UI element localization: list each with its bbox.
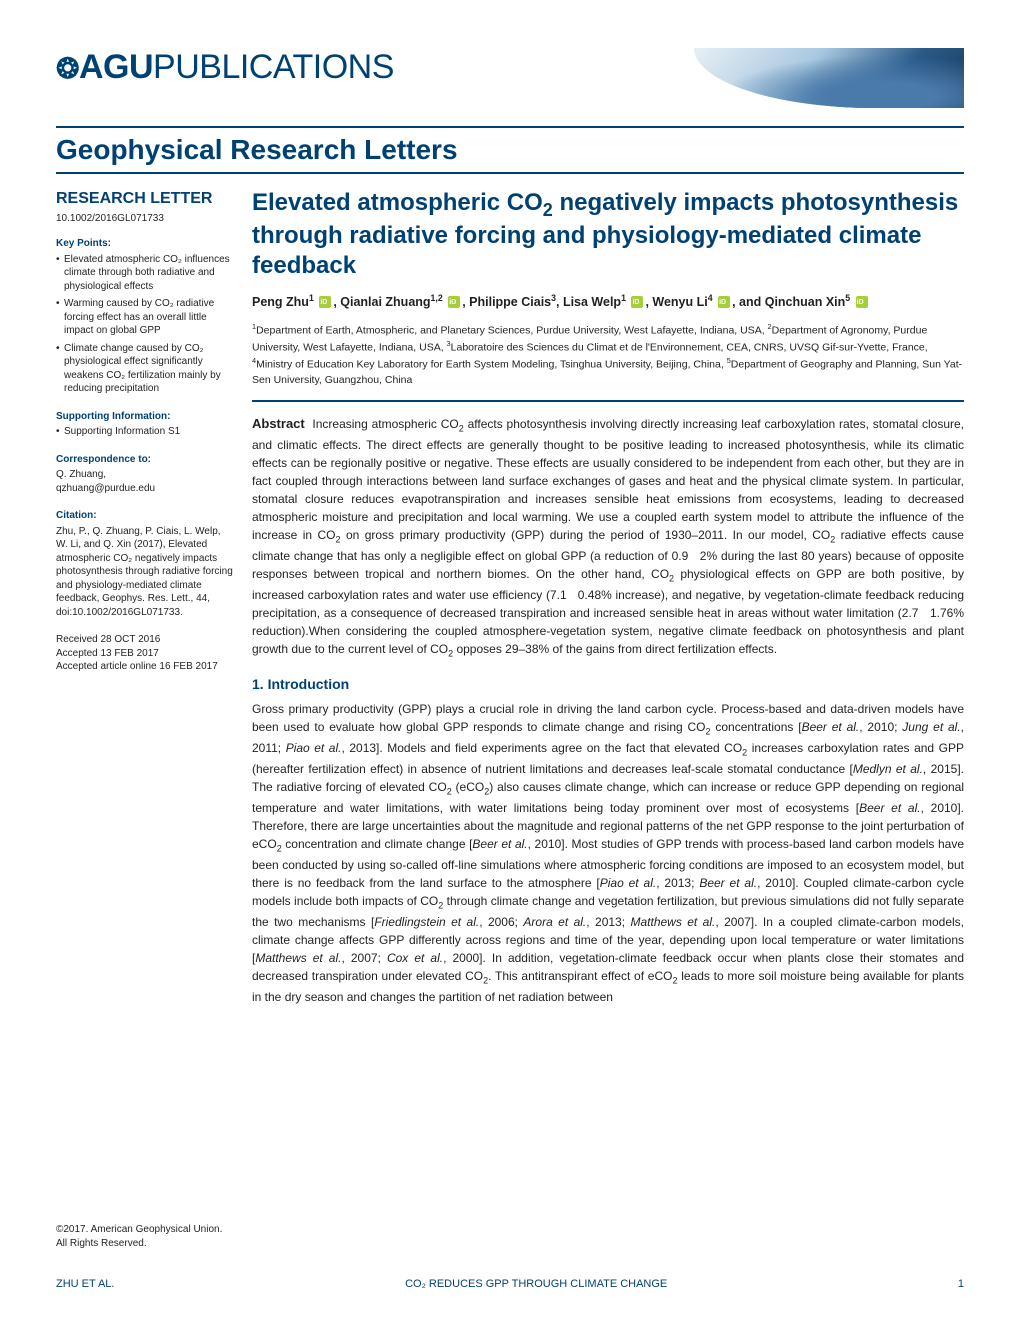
logo-main: AGU xyxy=(79,48,153,86)
footer-right: 1 xyxy=(958,1278,964,1290)
correspondence-email: qzhuang@purdue.edu xyxy=(56,482,234,496)
affiliations: 1Department of Earth, Atmospheric, and P… xyxy=(252,322,964,387)
supporting-title: Supporting Information: xyxy=(56,410,234,424)
doi: 10.1002/2016GL071733 xyxy=(56,212,234,226)
earth-banner-image xyxy=(694,48,964,108)
doc-type: RESEARCH LETTER xyxy=(56,188,234,210)
main-content: Elevated atmospheric CO2 negatively impa… xyxy=(252,188,964,1006)
section-1-title: 1. Introduction xyxy=(252,676,964,692)
date-received: Received 28 OCT 2016 xyxy=(56,633,234,647)
authors: Peng Zhu1 , Qianlai Zhuang1,2 , Philippe… xyxy=(252,291,964,312)
logo-sub: PUBLICATIONS xyxy=(153,48,394,86)
key-point: Elevated atmospheric CO₂ influences clim… xyxy=(56,253,234,294)
key-point: Climate change caused by CO₂ physiologic… xyxy=(56,342,234,396)
key-points-title: Key Points: xyxy=(56,237,234,251)
dates-block: Received 28 OCT 2016 Accepted 13 FEB 201… xyxy=(56,633,234,674)
footer-center: CO₂ REDUCES GPP THROUGH CLIMATE CHANGE xyxy=(405,1278,667,1290)
rule xyxy=(252,400,964,402)
copyright: ©2017. American Geophysical Union. All R… xyxy=(56,1223,234,1250)
page-footer: ZHU ET AL. CO₂ REDUCES GPP THROUGH CLIMA… xyxy=(56,1278,964,1290)
agu-logo: ❂AGUPUBLICATIONS xyxy=(56,48,394,87)
abstract-label: Abstract xyxy=(252,416,305,431)
key-points-list: Elevated atmospheric CO₂ influences clim… xyxy=(56,253,234,396)
key-point: Warming caused by CO₂ radiative forcing … xyxy=(56,297,234,338)
supporting-block: Supporting Information: Supporting Infor… xyxy=(56,410,234,439)
date-online: Accepted article online 16 FEB 2017 xyxy=(56,660,234,674)
citation-block: Citation: Zhu, P., Q. Zhuang, P. Ciais, … xyxy=(56,509,234,619)
footer-left: ZHU ET AL. xyxy=(56,1278,114,1290)
abstract: Abstract Increasing atmospheric CO2 affe… xyxy=(252,414,964,661)
correspondence-block: Correspondence to: Q. Zhuang, qzhuang@pu… xyxy=(56,453,234,496)
journal-banner: Geophysical Research Letters xyxy=(56,126,964,174)
supporting-item: Supporting Information S1 xyxy=(56,425,234,439)
header-row: ❂AGUPUBLICATIONS xyxy=(56,48,964,108)
citation-text: Zhu, P., Q. Zhuang, P. Ciais, L. Welp, W… xyxy=(56,525,234,620)
date-accepted: Accepted 13 FEB 2017 xyxy=(56,647,234,661)
citation-title: Citation: xyxy=(56,509,234,523)
correspondence-title: Correspondence to: xyxy=(56,453,234,467)
intro-text: Gross primary productivity (GPP) plays a… xyxy=(252,700,964,1005)
key-points-block: Key Points: Elevated atmospheric CO₂ inf… xyxy=(56,237,234,396)
journal-title: Geophysical Research Letters xyxy=(56,134,964,166)
correspondence-name: Q. Zhuang, xyxy=(56,468,234,482)
sidebar: RESEARCH LETTER 10.1002/2016GL071733 Key… xyxy=(56,188,252,1006)
abstract-text: Increasing atmospheric CO2 affects photo… xyxy=(252,417,964,656)
article-title: Elevated atmospheric CO2 negatively impa… xyxy=(252,188,964,281)
